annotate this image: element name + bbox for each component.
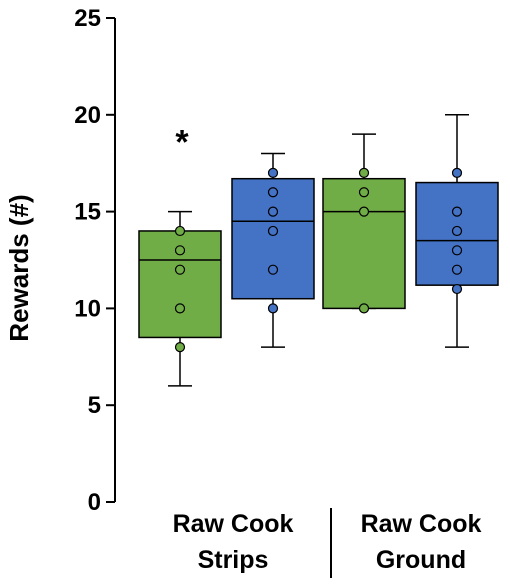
box-ground-raw-point-0 — [358, 303, 370, 314]
y-tick-label-25: 25 — [74, 5, 101, 32]
category-label-strips-line2: Strips — [198, 546, 269, 574]
box-ground-cook-point-5 — [451, 167, 463, 178]
y-axis-title: Rewards (#) — [4, 194, 34, 341]
box-ground-cook-point-4 — [451, 206, 463, 217]
category-label-strips-line1: Raw Cook — [173, 510, 294, 538]
y-tick-label-0: 0 — [88, 489, 101, 516]
box-strips-cook-point-3 — [267, 206, 279, 217]
box-strips-raw: * — [138, 124, 222, 387]
boxes-layer: * — [138, 114, 499, 387]
box-strips-raw-significance-marker: * — [175, 124, 189, 162]
box-strips-raw-point-3 — [174, 245, 186, 256]
box-strips-raw-point-0 — [174, 342, 186, 353]
box-strips-raw-point-1 — [174, 303, 186, 314]
box-strips-raw-point-4 — [174, 225, 186, 237]
box-strips-cook-point-2 — [267, 225, 279, 237]
box-ground-cook — [415, 114, 499, 348]
box-ground-cook-point-1 — [451, 264, 463, 275]
box-strips-cook-point-1 — [267, 264, 279, 275]
box-strips-raw-point-2 — [174, 264, 186, 275]
box-ground-cook-point-3 — [451, 225, 463, 237]
box-strips-cook-point-0 — [267, 303, 279, 314]
box-ground-raw-point-3 — [358, 167, 370, 178]
box-ground-raw-point-2 — [358, 187, 370, 198]
category-label-ground-line1: Raw Cook — [361, 510, 482, 538]
box-ground-cook-point-0 — [451, 283, 463, 295]
box-strips-cook-point-4 — [267, 187, 279, 198]
y-tick-label-10: 10 — [74, 295, 101, 322]
y-axis-ticks: 0 5 10 15 20 25 — [74, 5, 115, 516]
box-ground-raw-iqr — [322, 177, 406, 310]
box-strips-cook — [231, 152, 315, 348]
y-tick-label-5: 5 — [88, 392, 101, 419]
box-strips-cook-iqr — [231, 177, 315, 300]
box-ground-cook-point-2 — [451, 245, 463, 256]
y-tick-label-20: 20 — [74, 102, 101, 129]
y-tick-label-15: 15 — [74, 199, 101, 226]
box-ground-raw — [322, 133, 406, 314]
box-ground-raw-point-1 — [358, 206, 370, 217]
box-strips-cook-point-5 — [267, 167, 279, 178]
category-label-ground-line2: Ground — [376, 546, 466, 574]
